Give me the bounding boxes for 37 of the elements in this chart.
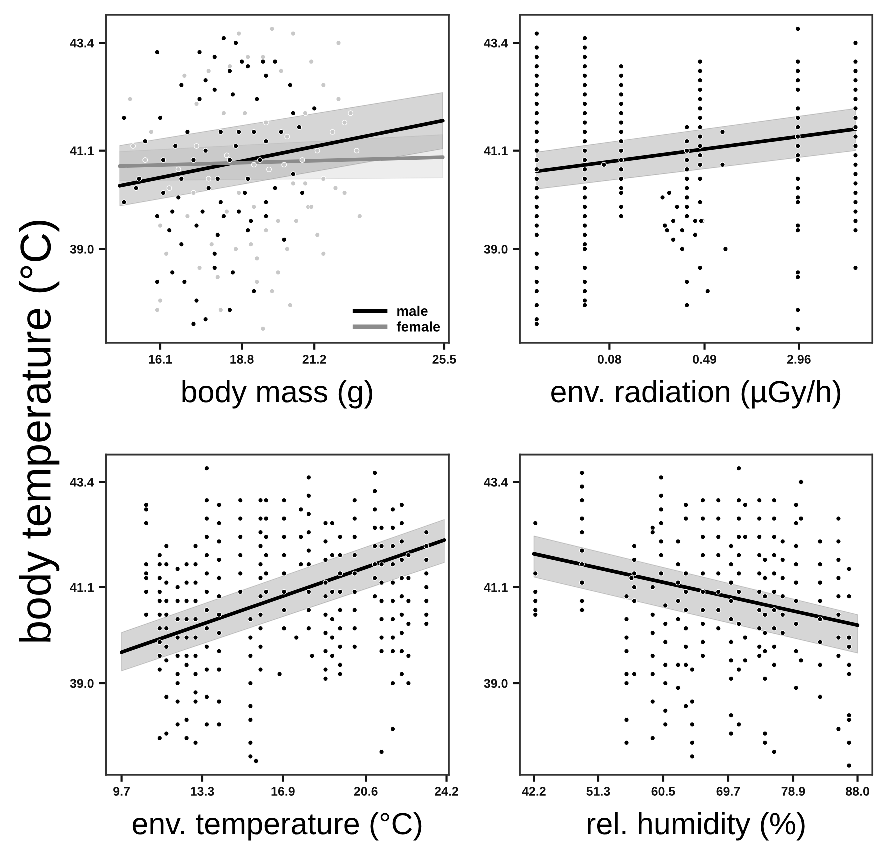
y-axis-title: body temperature (°C) [20,220,60,642]
y-tick-label: 41.1 [70,583,94,592]
x-tick-label: 0.49 [693,355,716,364]
x-axis-title: env. temperature (°C) [132,812,422,841]
x-tick-label: 13.3 [191,787,214,796]
x-tick-label: 0.08 [598,355,622,364]
y-tick-label: 43.4 [70,38,94,48]
x-tick-label: 69.7 [716,787,740,796]
x-axis-title: env. radiation (µGy/h) [552,380,841,409]
x-tick-label: 78.9 [782,787,806,796]
x-tick-label: 24.2 [435,787,458,796]
x-axis-title: body mass (g) [182,380,372,409]
x-tick-label: 25.5 [432,355,456,364]
x-tick-label: 16.1 [149,355,172,364]
x-tick-label: 42.2 [522,787,546,796]
y-tick-label: 39.0 [70,679,94,688]
x-tick-label: 18.8 [230,355,254,364]
y-tick-label: 43.4 [484,478,508,487]
x-tick-label: 88.0 [846,787,870,796]
x-tick-label: 20.6 [354,787,378,796]
y-tick-label: 39.0 [484,679,508,688]
y-tick-label: 41.1 [484,146,508,156]
y-tick-label: 39.0 [484,245,508,254]
x-tick-label: 2.96 [787,355,811,364]
legend-label: female [396,322,440,332]
x-tick-label: 16.9 [272,787,295,796]
y-tick-label: 43.4 [484,38,508,48]
x-tick-label: 51.3 [586,787,610,796]
y-tick-label: 41.1 [70,146,94,156]
legend-label: male [398,306,428,316]
y-tick-label: 41.1 [484,583,508,592]
x-tick-label: 60.5 [652,787,676,796]
x-axis-title: rel. humidity (%) [588,812,805,841]
x-tick-label: 21.2 [302,355,326,364]
x-tick-label: 9.7 [114,787,130,796]
y-tick-label: 39.0 [70,245,94,254]
y-tick-label: 43.4 [70,478,94,487]
